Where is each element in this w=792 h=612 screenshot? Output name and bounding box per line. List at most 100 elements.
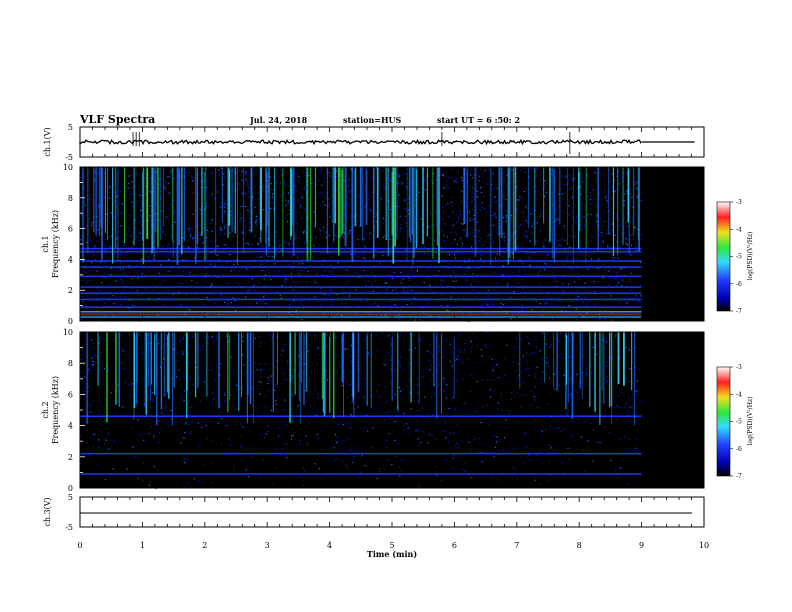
spectrogram-noise xyxy=(443,430,446,432)
spectrogram-noise xyxy=(197,239,200,241)
spectrogram-noise xyxy=(146,342,148,344)
spectrogram-noise xyxy=(533,399,536,401)
spectrogram-noise xyxy=(544,303,546,305)
spectrogram-noise xyxy=(409,379,411,381)
spectrogram-noise xyxy=(330,272,333,274)
spectrogram-noise xyxy=(456,233,458,235)
spectrogram-noise xyxy=(197,225,199,228)
spectrogram-noise xyxy=(518,312,520,314)
spectrogram-noise xyxy=(636,181,638,183)
spectrogram-noise xyxy=(317,437,319,440)
spectrogram-spike xyxy=(501,167,503,238)
spectrogram-noise xyxy=(345,216,348,219)
spectrogram-noise xyxy=(284,240,286,243)
spectrogram-noise xyxy=(302,172,305,174)
spectrogram-noise xyxy=(302,270,304,272)
spectrogram-noise xyxy=(168,192,171,194)
spectrogram-noise xyxy=(114,337,116,339)
spectrogram-noise xyxy=(435,370,437,372)
spectrogram-noise xyxy=(168,182,170,185)
spectrogram-noise xyxy=(244,243,246,245)
spectrogram-noise xyxy=(457,447,459,449)
spectrogram-noise xyxy=(312,242,314,244)
spectrogram-noise xyxy=(169,249,172,251)
spectrogram-noise xyxy=(284,186,286,188)
spectrogram-noise xyxy=(163,186,165,188)
spectrogram-noise xyxy=(483,208,486,210)
spectrogram-noise xyxy=(229,444,232,446)
spectrogram-noise xyxy=(114,191,116,193)
spectrogram-noise xyxy=(482,173,484,176)
spectrogram-noise xyxy=(443,390,446,393)
spectrogram-noise xyxy=(505,427,508,429)
spectrogram-noise xyxy=(317,318,319,320)
spectrogram-noise xyxy=(607,357,609,359)
spectrogram-noise xyxy=(496,436,498,438)
spectrogram-noise xyxy=(301,303,303,305)
spectrogram-noise xyxy=(161,281,163,283)
spectrogram-noise xyxy=(217,422,219,424)
spectrogram-noise xyxy=(468,409,471,412)
spectrogram-noise xyxy=(471,192,473,194)
spectrogram-noise xyxy=(443,420,446,422)
spectrogram-noise xyxy=(137,419,139,421)
spectrogram-noise xyxy=(383,307,385,309)
spectrogram-spike xyxy=(172,167,174,258)
spectrogram-noise xyxy=(137,269,140,272)
spectrogram-noise xyxy=(505,216,508,218)
spectrogram-noise xyxy=(240,217,242,219)
spectrogram-noise xyxy=(260,376,262,378)
spectrogram-spike xyxy=(236,167,238,266)
spectrogram-noise xyxy=(298,211,300,214)
spectrogram-noise xyxy=(136,405,138,407)
spectrogram-noise xyxy=(335,277,337,279)
spectrogram-noise xyxy=(391,464,393,466)
spectrogram-noise xyxy=(547,361,550,363)
spectrogram-spike xyxy=(609,332,611,408)
spectrogram-noise xyxy=(360,367,362,369)
spectrogram-spike xyxy=(565,332,567,386)
spectrogram-noise xyxy=(187,362,190,364)
spectrogram-noise xyxy=(347,396,349,398)
spectrogram-noise xyxy=(314,385,316,388)
spectrogram-noise xyxy=(548,480,550,483)
spectrogram-noise xyxy=(626,302,628,304)
spectrogram-noise xyxy=(382,222,384,224)
spectrogram-noise xyxy=(500,392,502,394)
spectrogram-noise xyxy=(263,295,265,297)
spectrogram-noise xyxy=(463,343,466,345)
spectrogram-spike xyxy=(306,332,308,392)
spectrogram-noise xyxy=(480,422,482,424)
spectrogram-noise xyxy=(570,341,572,343)
spectrogram-noise xyxy=(435,193,437,195)
spectrogram-noise xyxy=(123,177,125,179)
spectrogram-spike xyxy=(426,167,428,237)
spectrogram-noise xyxy=(353,314,355,316)
spectrogram-noise xyxy=(289,304,291,306)
spectrogram-spike xyxy=(385,167,388,241)
spectrogram-noise xyxy=(586,175,589,178)
spectrogram-noise xyxy=(248,303,250,305)
spectrogram-noise xyxy=(608,284,610,286)
spectrogram-noise xyxy=(295,189,297,192)
spectrogram-noise xyxy=(521,307,524,309)
spectrogram-noise xyxy=(330,265,332,267)
spectrogram-noise xyxy=(211,193,213,195)
spectrogram-spike xyxy=(86,332,89,424)
spectrogram-noise xyxy=(242,426,244,428)
spectrogram-noise xyxy=(618,225,620,227)
spectrogram-noise xyxy=(525,368,527,371)
spectrogram-noise xyxy=(89,373,91,375)
spectrogram-noise xyxy=(379,470,381,473)
spectrogram-noise xyxy=(346,280,349,283)
spectrogram-noise xyxy=(565,309,567,312)
time-tick-label: 1 xyxy=(140,541,145,550)
spectrogram-noise xyxy=(288,200,290,202)
spectrogram-noise xyxy=(490,476,492,479)
spectrogram-noise xyxy=(245,174,248,176)
spectrogram-noise xyxy=(427,360,430,362)
spectrogram-noise xyxy=(145,186,147,188)
spectrogram-noise xyxy=(632,239,634,241)
spectrogram-noise xyxy=(302,231,305,234)
spectrogram-noise xyxy=(178,267,180,269)
